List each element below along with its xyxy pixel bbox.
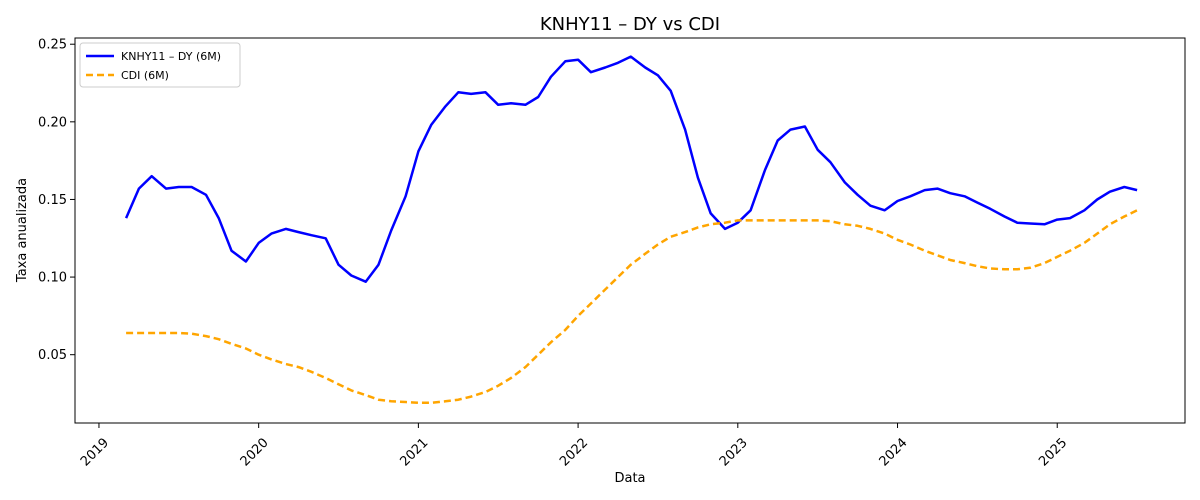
chart-title: KNHY11 – DY vs CDI bbox=[540, 14, 720, 35]
x-axis-label: Data bbox=[614, 471, 645, 486]
y-tick-label: 0.25 bbox=[38, 38, 67, 53]
y-tick-label: 0.15 bbox=[38, 193, 67, 208]
y-tick-label: 0.10 bbox=[38, 271, 67, 286]
series-line-cdi bbox=[126, 209, 1138, 405]
series-line-dy bbox=[124, 55, 1138, 283]
y-tick-label: 0.20 bbox=[38, 115, 67, 130]
x-tick-label: 2022 bbox=[557, 435, 591, 469]
x-tick-label: 2025 bbox=[1036, 435, 1070, 469]
y-tick-label: 0.05 bbox=[38, 348, 67, 363]
plot-frame bbox=[74, 37, 1186, 424]
x-tick-label: 2023 bbox=[717, 435, 751, 469]
y-axis-label: Taxa anualizada bbox=[15, 178, 30, 283]
x-tick-label: 2021 bbox=[397, 435, 431, 469]
legend-label-cdi: CDI (6M) bbox=[121, 69, 169, 82]
x-tick-label: 2020 bbox=[238, 435, 272, 469]
series-layer bbox=[124, 55, 1138, 405]
legend: KNHY11 – DY (6M) CDI (6M) bbox=[79, 42, 241, 88]
plot-area bbox=[75, 38, 1185, 423]
x-tick-label: 2024 bbox=[877, 435, 911, 469]
legend-box bbox=[79, 42, 241, 88]
legend-label-dy: KNHY11 – DY (6M) bbox=[121, 50, 221, 63]
x-tick-label: 2019 bbox=[78, 435, 112, 469]
